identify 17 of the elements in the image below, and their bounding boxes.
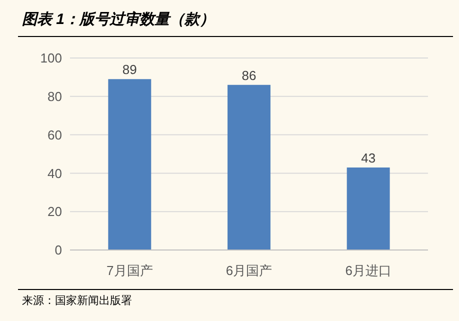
bar [108,79,152,250]
data-label: 89 [122,62,137,78]
y-tick-label: 60 [48,127,62,142]
y-tick-label: 20 [48,204,62,220]
bar [228,84,270,250]
data-label: 43 [361,150,376,166]
y-tick-label: 0 [54,242,62,258]
y-tick-label: 40 [48,166,62,181]
source-note: 来源：国家新闻出版署 [22,294,132,308]
y-tick-label: 100 [40,50,62,66]
x-tick-label: 6月进口 [345,263,392,278]
bar [346,167,390,250]
chart-title: 图表 1：版号过审数量（款） [22,10,215,29]
x-tick-label: 6月国产 [226,263,272,278]
data-label: 86 [242,68,256,83]
x-tick-label: 7月国产 [106,263,153,278]
y-tick-label: 80 [48,89,62,104]
